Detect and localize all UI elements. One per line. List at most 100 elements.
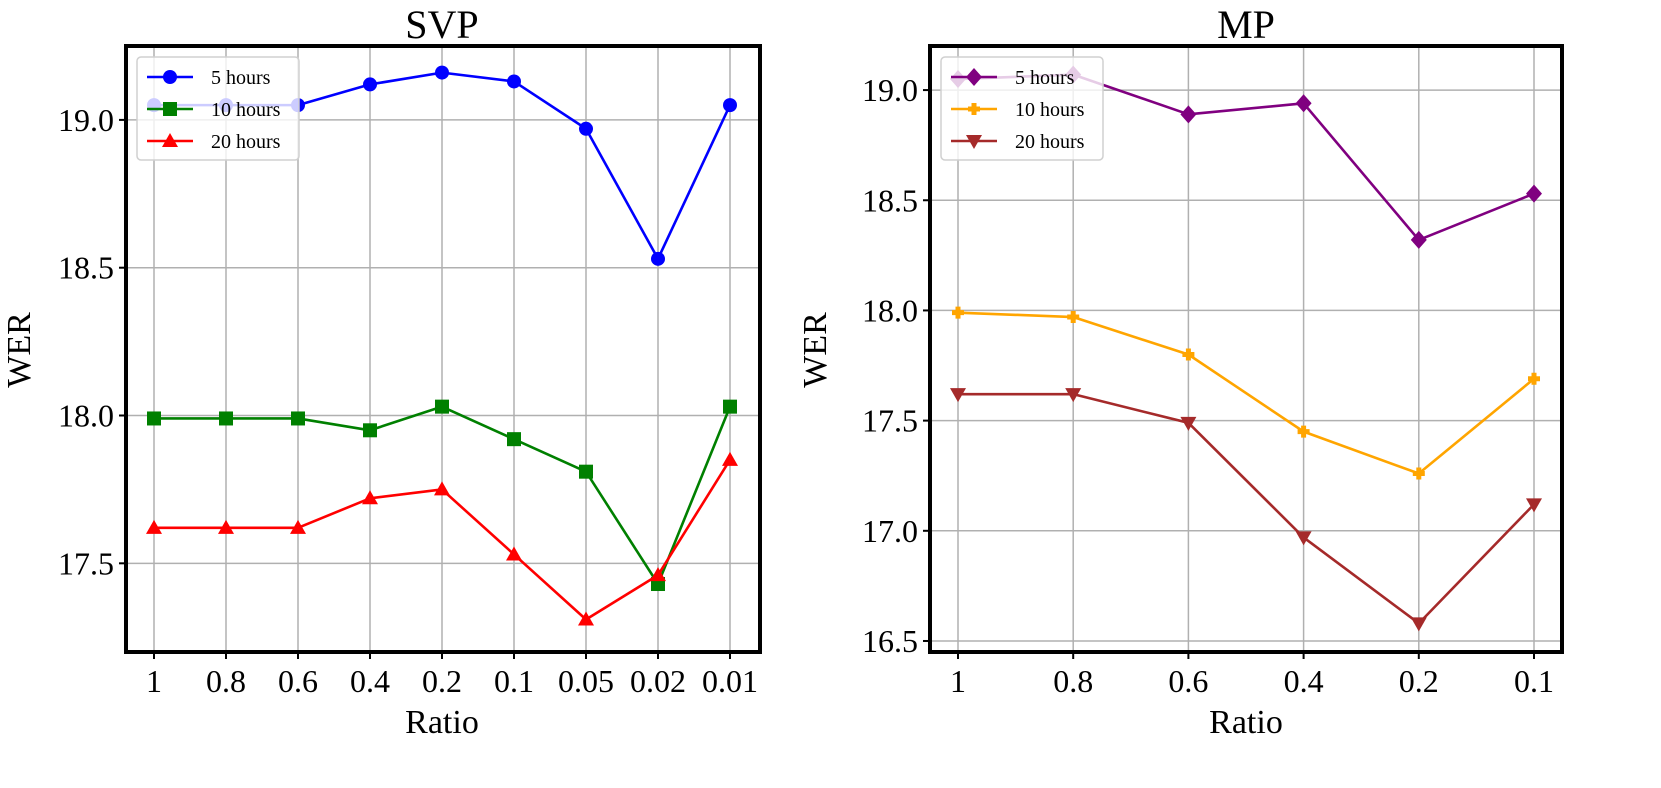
data-point bbox=[723, 98, 737, 113]
data-point bbox=[291, 411, 305, 426]
data-point bbox=[363, 77, 377, 92]
data-point bbox=[1180, 416, 1197, 431]
data-point bbox=[147, 411, 161, 426]
data-point bbox=[290, 519, 306, 534]
y-tick-label: 18.5 bbox=[58, 250, 114, 286]
y-tick-label: 18.0 bbox=[862, 292, 918, 328]
legend-label: 5 hours bbox=[211, 67, 271, 89]
x-tick-label: 1 bbox=[950, 663, 966, 699]
legend-box bbox=[940, 56, 1104, 161]
legend-label: 10 hours bbox=[211, 99, 281, 121]
legend-marker bbox=[162, 133, 178, 147]
data-point bbox=[1180, 105, 1197, 124]
data-point bbox=[1528, 372, 1540, 385]
x-tick-label: 0.01 bbox=[702, 663, 758, 699]
data-point bbox=[435, 399, 449, 414]
data-point bbox=[722, 451, 738, 466]
legend-label: 5 hours bbox=[1015, 67, 1075, 89]
legend-box bbox=[136, 56, 300, 161]
legend-marker bbox=[966, 68, 982, 86]
y-tick-label: 17.5 bbox=[862, 403, 918, 439]
legend-label: 10 hours bbox=[1015, 99, 1085, 121]
data-point bbox=[1067, 311, 1080, 324]
legend-item: 5 hours bbox=[951, 67, 1075, 89]
data-point bbox=[723, 399, 737, 414]
y-axis-label: WER bbox=[797, 312, 834, 388]
y-tick-label: 18.0 bbox=[58, 398, 114, 434]
y-tick-label: 18.5 bbox=[862, 182, 918, 218]
legend-label: 20 hours bbox=[211, 131, 281, 153]
legend-item: 20 hours bbox=[147, 131, 281, 153]
x-tick-label: 1 bbox=[146, 663, 162, 699]
chart-title: MP bbox=[1217, 2, 1275, 47]
legend-label: 20 hours bbox=[1015, 131, 1085, 153]
series-line bbox=[957, 311, 1535, 475]
x-tick-label: 0.4 bbox=[1284, 663, 1324, 699]
y-tick-label: 17.0 bbox=[862, 513, 918, 549]
x-tick-label: 0.2 bbox=[1399, 663, 1439, 699]
y-tick-label: 19.0 bbox=[862, 72, 918, 108]
series-10-hours bbox=[147, 399, 737, 592]
series-10-hours bbox=[952, 306, 1540, 480]
data-point bbox=[507, 74, 521, 89]
data-point bbox=[1297, 425, 1310, 438]
y-tick-label: 19.0 bbox=[58, 102, 114, 138]
data-point bbox=[650, 567, 666, 582]
data-point bbox=[1526, 498, 1542, 513]
series-line bbox=[958, 392, 1535, 625]
data-point bbox=[146, 519, 162, 534]
x-tick-label: 0.02 bbox=[630, 663, 686, 699]
data-point bbox=[579, 464, 593, 479]
x-tick-label: 0.1 bbox=[1514, 663, 1554, 699]
axis-ticks: 1 0.8 0.6 0.4 0.2 0.1 0.05 0.02 0.01 17.5 18.0 18.5… bbox=[58, 102, 758, 699]
x-axis-label: Ratio bbox=[405, 704, 479, 741]
data-point bbox=[651, 251, 665, 266]
data-point bbox=[1410, 230, 1427, 249]
legend-item: 10 hours bbox=[147, 99, 281, 121]
x-tick-label: 0.6 bbox=[278, 663, 318, 699]
data-point bbox=[435, 65, 449, 80]
legend: 5 hours 10 hours 20 hours bbox=[136, 56, 300, 161]
data-point bbox=[434, 481, 450, 496]
data-point bbox=[952, 306, 964, 319]
legend-marker bbox=[163, 70, 177, 84]
data-point bbox=[1295, 94, 1312, 113]
data-point bbox=[218, 519, 234, 534]
legend-item: 5 hours bbox=[147, 67, 271, 89]
mp-chart: MP WER Ratio 1 0.8 0.6 0.4 0.2 0.1 16.5 17.0 17.… bbox=[797, 2, 1564, 741]
data-point bbox=[506, 546, 522, 561]
data-point bbox=[1412, 467, 1425, 480]
legend-item: 10 hours bbox=[951, 99, 1085, 121]
x-axis-label: Ratio bbox=[1209, 704, 1283, 741]
x-tick-label: 0.8 bbox=[206, 663, 246, 699]
data-point bbox=[1526, 184, 1542, 203]
data-point bbox=[362, 490, 378, 505]
data-point bbox=[950, 388, 966, 403]
axis-ticks: 1 0.8 0.6 0.4 0.2 0.1 16.5 17.0 17.5 18.0 18.5 19.0 bbox=[862, 72, 1554, 699]
svp-chart: SVP WER Ratio 1 0.8 0.6 0.4 0.2 0.1 0.05 0.02 0.… bbox=[1, 2, 762, 741]
data-point bbox=[363, 423, 377, 438]
data-point bbox=[507, 432, 521, 447]
legend-marker bbox=[163, 102, 177, 116]
y-tick-label: 17.5 bbox=[58, 545, 114, 581]
x-tick-label: 0.2 bbox=[422, 663, 462, 699]
legend-marker bbox=[966, 135, 982, 149]
data-point bbox=[219, 411, 233, 426]
x-tick-label: 0.6 bbox=[1168, 663, 1208, 699]
grid-lines bbox=[930, 46, 1562, 652]
legend-marker bbox=[968, 103, 980, 115]
x-tick-label: 0.1 bbox=[494, 663, 534, 699]
plot-frame bbox=[928, 44, 1564, 654]
data-point bbox=[1410, 617, 1427, 632]
series-20-hours bbox=[146, 451, 738, 626]
x-tick-label: 0.4 bbox=[350, 663, 390, 699]
data-point bbox=[1065, 388, 1082, 403]
chart-title: SVP bbox=[405, 2, 478, 47]
series-20-hours bbox=[950, 388, 1542, 632]
y-axis-label: WER bbox=[1, 312, 38, 388]
legend: 5 hours 10 hours 20 hours bbox=[940, 56, 1104, 161]
x-tick-label: 0.8 bbox=[1053, 663, 1093, 699]
data-point bbox=[1182, 348, 1195, 361]
data-point bbox=[579, 121, 593, 136]
